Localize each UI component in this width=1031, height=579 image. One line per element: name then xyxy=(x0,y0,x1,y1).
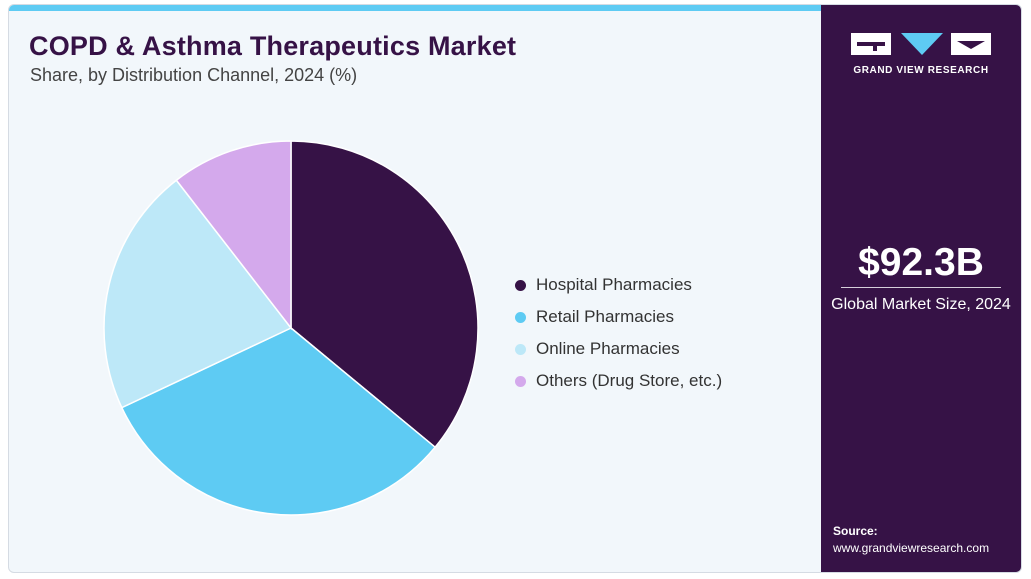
divider xyxy=(841,287,1001,288)
gvr-logo-text: GRAND VIEW RESEARCH xyxy=(853,65,989,76)
source-note: Source: www.grandviewresearch.com xyxy=(833,523,989,557)
source-label: Source: xyxy=(833,524,878,538)
pie-slice-2 xyxy=(103,179,293,409)
legend-item: Online Pharmacies xyxy=(515,333,722,365)
legend-label: Retail Pharmacies xyxy=(536,307,674,326)
market-size-label: Global Market Size, 2024 xyxy=(831,296,1011,313)
chart-card: COPD & Asthma Therapeutics Market Share,… xyxy=(8,4,1022,573)
legend-swatch xyxy=(515,375,526,387)
summary-sidebar: GRAND VIEW RESEARCH $92.3B Global Market… xyxy=(821,5,1021,572)
legend-label: Online Pharmacies xyxy=(536,339,680,358)
accent-bar xyxy=(9,5,821,11)
pie-slice-0 xyxy=(290,140,479,449)
legend-swatch xyxy=(515,311,526,323)
market-size-value: $92.3B xyxy=(858,241,984,284)
legend-label: Others (Drug Store, etc.) xyxy=(536,371,723,390)
gvr-logo-icon xyxy=(851,33,991,55)
pie-slice-3 xyxy=(175,140,292,331)
pie-slice-1 xyxy=(120,327,437,516)
legend-item: Others (Drug Store, etc.) xyxy=(515,365,722,397)
chart-legend: Hospital Pharmacies Retail Pharmacies Onli… xyxy=(515,269,722,397)
legend-swatch xyxy=(515,279,526,291)
legend-label: Hospital Pharmacies xyxy=(536,275,692,294)
legend-swatch xyxy=(515,343,526,355)
chart-title: COPD & Asthma Therapeutics Market xyxy=(29,31,517,61)
legend-item: Hospital Pharmacies xyxy=(515,269,722,301)
chart-subtitle: Share, by Distribution Channel, 2024 (%) xyxy=(30,65,358,85)
pie-chart xyxy=(103,140,479,516)
gvr-logo: GRAND VIEW RESEARCH xyxy=(851,33,991,83)
source-url: www.grandviewresearch.com xyxy=(833,541,990,555)
legend-item: Retail Pharmacies xyxy=(515,301,722,333)
